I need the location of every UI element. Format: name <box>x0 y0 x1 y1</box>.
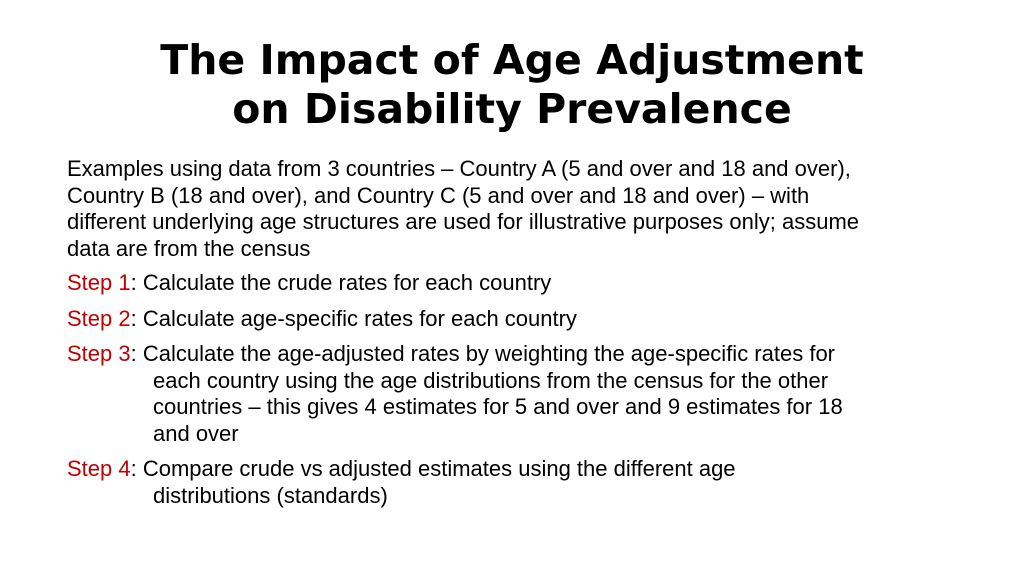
intro-line: different underlying age structures are … <box>67 209 860 234</box>
title-line-1: The Impact of Age Adjustment <box>160 36 864 84</box>
step-3-text: : Calculate the age-adjusted rates by we… <box>130 341 836 366</box>
intro-line: Examples using data from 3 countries – C… <box>67 156 851 181</box>
intro-paragraph: Examples using data from 3 countries – C… <box>67 156 997 262</box>
step-4-label: Step 4 <box>67 456 131 481</box>
intro-line: Country B (18 and over), and Country C (… <box>67 182 810 208</box>
step-2-label: Step 2 <box>67 305 131 331</box>
step-3-continuation: each country using the age distributions… <box>153 367 829 393</box>
step-2: Step 2: Calculate age-specific rates for… <box>67 306 997 333</box>
step-3: Step 3: Calculate the age-adjusted rates… <box>67 341 997 447</box>
slide-title: The Impact of Age Adjustment on Disabili… <box>60 36 964 134</box>
intro-line: data are from the census <box>67 235 311 261</box>
step-3-continuation: and over <box>153 420 239 446</box>
step-4-continuation: distributions (standards) <box>153 482 388 508</box>
step-3-continuation: countries – this gives 4 estimates for 5… <box>153 394 843 419</box>
step-1-text: : Calculate the crude rates for each cou… <box>130 270 552 295</box>
step-2-text: : Calculate age-specific rates for each … <box>130 305 577 331</box>
step-4-text: : Compare crude vs adjusted estimates us… <box>130 456 736 481</box>
step-1: Step 1: Calculate the crude rates for ea… <box>67 270 997 297</box>
title-line-2: on Disability Prevalence <box>232 85 792 133</box>
step-4: Step 4: Compare crude vs adjusted estima… <box>67 456 997 509</box>
step-1-label: Step 1 <box>67 270 131 295</box>
step-3-label: Step 3 <box>67 341 131 366</box>
slide-body: Examples using data from 3 countries – C… <box>67 156 997 518</box>
